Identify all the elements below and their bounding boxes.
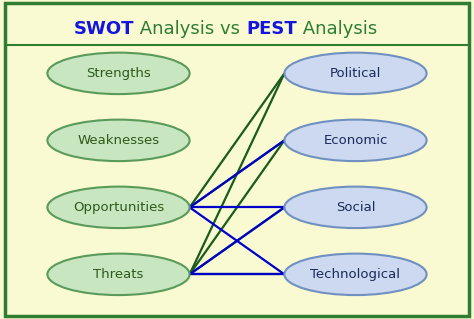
FancyBboxPatch shape	[5, 3, 469, 316]
Ellipse shape	[284, 120, 427, 161]
Ellipse shape	[284, 254, 427, 295]
Text: Social: Social	[336, 201, 375, 214]
Text: Opportunities: Opportunities	[73, 201, 164, 214]
Text: Economic: Economic	[323, 134, 388, 147]
Ellipse shape	[284, 187, 427, 228]
Text: Technological: Technological	[310, 268, 401, 281]
Text: SWOT: SWOT	[74, 20, 134, 38]
Text: Strengths: Strengths	[86, 67, 151, 80]
Text: Weaknesses: Weaknesses	[77, 134, 160, 147]
Text: PEST: PEST	[246, 20, 297, 38]
Ellipse shape	[284, 53, 427, 94]
Text: Analysis: Analysis	[297, 20, 377, 38]
Ellipse shape	[47, 187, 190, 228]
Text: Political: Political	[330, 67, 381, 80]
Ellipse shape	[47, 254, 190, 295]
Ellipse shape	[47, 120, 190, 161]
Text: Threats: Threats	[93, 268, 144, 281]
Text: Analysis vs: Analysis vs	[134, 20, 246, 38]
Ellipse shape	[47, 53, 190, 94]
